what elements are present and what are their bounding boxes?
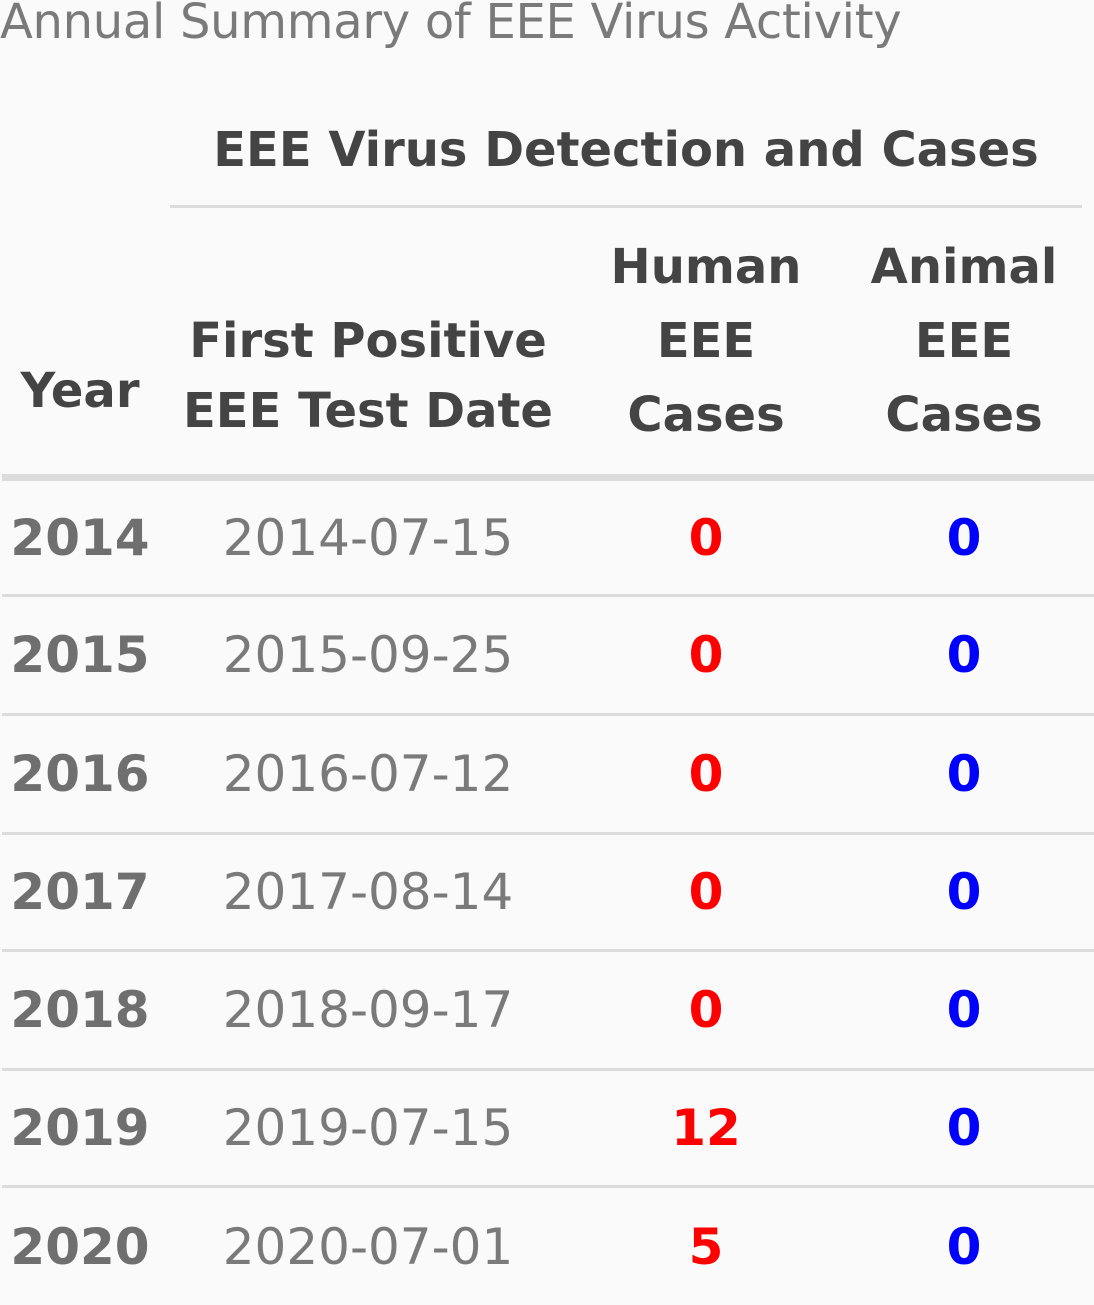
column-header-first-positive-line: EEE Test Date <box>183 383 553 439</box>
first-positive-date-cell: 2017-08-14 <box>222 863 514 921</box>
column-header-animal-line: Cases <box>885 387 1043 443</box>
human-cases-cell: 0 <box>688 981 724 1039</box>
column-header-animal-line: Animal <box>870 239 1058 295</box>
year-cell: 2020 <box>10 1217 150 1276</box>
human-cases-cell: 0 <box>688 508 724 567</box>
table-row: 2017 2017-08-14 0 0 <box>2 835 1094 952</box>
animal-cases-cell: 0 <box>946 1217 982 1276</box>
table-row: 2014 2014-07-15 0 0 <box>2 481 1094 597</box>
human-cases-cell: 5 <box>688 1217 724 1276</box>
column-header-human-line: EEE <box>656 313 756 369</box>
animal-cases-cell: 0 <box>946 1099 982 1157</box>
human-cases-cell: 0 <box>688 745 724 803</box>
human-cases-cell: 12 <box>671 1099 741 1157</box>
table-caption: Annual Summary of EEE Virus Activity <box>0 0 902 50</box>
first-positive-date-cell: 2019-07-15 <box>222 1099 514 1157</box>
human-cases-cell: 0 <box>688 863 724 921</box>
table-row: 2016 2016-07-12 0 0 <box>2 716 1094 835</box>
animal-cases-cell: 0 <box>946 508 982 567</box>
column-header-human-line: Human <box>610 239 802 295</box>
first-positive-date-cell: 2020-07-01 <box>222 1217 514 1276</box>
year-cell: 2018 <box>10 981 150 1039</box>
animal-cases-cell: 0 <box>946 745 982 803</box>
human-cases-cell: 0 <box>688 626 724 684</box>
column-header-human: Human EEE Cases <box>578 230 834 452</box>
table-row: 2019 2019-07-15 12 0 <box>2 1071 1094 1188</box>
year-cell: 2016 <box>10 745 150 803</box>
year-cell: 2015 <box>10 626 150 684</box>
column-header-year: Year <box>2 354 158 428</box>
table-row: 2018 2018-09-17 0 0 <box>2 952 1094 1071</box>
year-cell: 2019 <box>10 1099 150 1157</box>
column-header-animal-line: EEE <box>914 313 1014 369</box>
column-header-first-positive: First Positive EEE Test Date <box>158 306 578 446</box>
column-header-animal: Animal EEE Cases <box>834 230 1094 452</box>
animal-cases-cell: 0 <box>946 981 982 1039</box>
column-header-year-line: Year <box>20 363 140 419</box>
animal-cases-cell: 0 <box>946 626 982 684</box>
first-positive-date-cell: 2015-09-25 <box>222 626 514 684</box>
first-positive-date-cell: 2018-09-17 <box>222 981 514 1039</box>
year-cell: 2014 <box>10 508 150 567</box>
table-row: 2020 2020-07-01 5 0 <box>2 1188 1094 1305</box>
header-rule <box>2 474 1094 481</box>
column-header-first-positive-line: First Positive <box>189 313 547 369</box>
table-row: 2015 2015-09-25 0 0 <box>2 597 1094 716</box>
animal-cases-cell: 0 <box>946 863 982 921</box>
first-positive-date-cell: 2014-07-15 <box>222 508 514 567</box>
spanner-rule <box>170 205 1082 208</box>
column-spanner-label: EEE Virus Detection and Cases <box>213 122 1039 178</box>
column-header-human-line: Cases <box>627 387 785 443</box>
first-positive-date-cell: 2016-07-12 <box>222 745 514 803</box>
year-cell: 2017 <box>10 863 150 921</box>
